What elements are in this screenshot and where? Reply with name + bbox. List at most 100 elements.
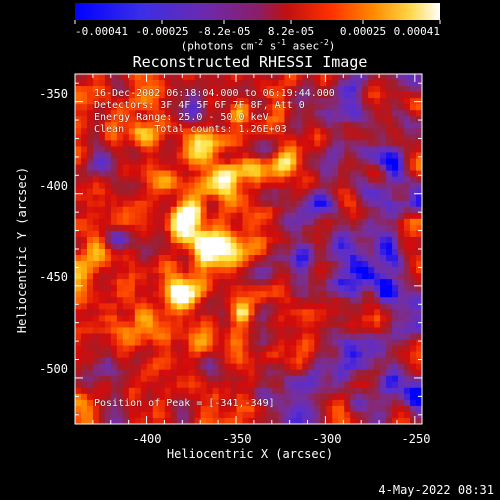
heatmap-cell bbox=[278, 128, 285, 135]
heatmap-cell bbox=[188, 176, 196, 184]
heatmap-cell bbox=[386, 267, 393, 274]
heatmap-cell bbox=[134, 212, 142, 220]
heatmap-cell bbox=[212, 236, 220, 244]
heatmap-cell bbox=[110, 200, 118, 208]
heatmap-cell bbox=[320, 230, 327, 238]
heatmap-cell bbox=[290, 134, 297, 141]
heatmap-cell bbox=[272, 134, 280, 141]
heatmap-cell bbox=[152, 405, 160, 413]
heatmap-cell bbox=[398, 134, 405, 141]
heatmap-cell bbox=[416, 194, 422, 202]
heatmap-cell bbox=[212, 152, 220, 160]
heatmap-cell bbox=[92, 291, 100, 298]
heatmap-cell bbox=[344, 303, 351, 310]
heatmap-cell bbox=[86, 351, 94, 359]
heatmap-cell bbox=[140, 242, 148, 250]
heatmap-cell bbox=[368, 273, 375, 280]
heatmap-cell bbox=[290, 309, 297, 316]
heatmap-cell bbox=[146, 140, 154, 148]
heatmap-cell bbox=[284, 206, 291, 214]
heatmap-cell bbox=[248, 74, 256, 81]
colorbar-units: (photons cm-2 s-1 asec-2) bbox=[180, 38, 336, 53]
heatmap-cell bbox=[248, 98, 256, 105]
heatmap-cell bbox=[410, 273, 417, 280]
heatmap-cell bbox=[92, 116, 100, 123]
heatmap-cell bbox=[128, 116, 136, 123]
heatmap-cell bbox=[98, 110, 106, 117]
heatmap-cell bbox=[386, 387, 393, 395]
heatmap-cell bbox=[158, 80, 166, 87]
heatmap-cell bbox=[128, 273, 136, 280]
heatmap-cell bbox=[338, 194, 345, 202]
heatmap-cell bbox=[182, 393, 190, 401]
heatmap-cell bbox=[146, 242, 154, 250]
heatmap-cell bbox=[146, 297, 154, 304]
heatmap-cell bbox=[296, 170, 303, 178]
heatmap-cell bbox=[278, 351, 285, 359]
heatmap-cell bbox=[110, 242, 118, 250]
heatmap-cell bbox=[92, 309, 100, 316]
heatmap-cell bbox=[194, 369, 202, 377]
heatmap-cell bbox=[134, 303, 142, 310]
heatmap-cell bbox=[206, 327, 214, 335]
heatmap-cell bbox=[254, 98, 262, 105]
heatmap-cell bbox=[104, 194, 112, 202]
heatmap-cell bbox=[308, 110, 315, 117]
heatmap-cell bbox=[242, 393, 250, 401]
heatmap-cell bbox=[92, 134, 100, 141]
heatmap-cell bbox=[314, 92, 321, 99]
heatmap-cell bbox=[134, 357, 142, 365]
heatmap-cell bbox=[350, 164, 357, 172]
heatmap-cell bbox=[182, 375, 190, 383]
heatmap-cell bbox=[344, 128, 351, 135]
heatmap-cell bbox=[410, 333, 417, 341]
heatmap-cell bbox=[368, 110, 375, 117]
heatmap-cell bbox=[380, 86, 387, 93]
heatmap-cell bbox=[242, 182, 250, 190]
heatmap-cell bbox=[314, 194, 321, 202]
heatmap-cell bbox=[92, 405, 100, 413]
heatmap-cell bbox=[206, 206, 214, 214]
heatmap-cell bbox=[152, 357, 160, 365]
heatmap-cell bbox=[188, 315, 196, 323]
heatmap-cell bbox=[188, 206, 196, 214]
heatmap-cell bbox=[104, 387, 112, 395]
heatmap-cell bbox=[302, 405, 309, 413]
heatmap-cell bbox=[212, 327, 220, 335]
heatmap-cell bbox=[110, 297, 118, 304]
heatmap-cell bbox=[128, 212, 136, 220]
heatmap-cell bbox=[386, 405, 393, 413]
heatmap-cell bbox=[116, 242, 124, 250]
heatmap-cell bbox=[110, 146, 118, 154]
heatmap-cell bbox=[140, 309, 148, 316]
heatmap-cell bbox=[206, 80, 214, 87]
heatmap-cell bbox=[410, 315, 417, 323]
heatmap-cell bbox=[164, 357, 172, 365]
heatmap-cell bbox=[266, 333, 274, 341]
heatmap-cell bbox=[356, 345, 363, 353]
heatmap-cell bbox=[98, 98, 106, 105]
heatmap-cell bbox=[140, 291, 148, 298]
heatmap-cell bbox=[350, 134, 357, 141]
heatmap-cell bbox=[236, 261, 244, 268]
heatmap-cell bbox=[332, 98, 339, 105]
heatmap-cell bbox=[122, 134, 130, 141]
heatmap-cell bbox=[86, 417, 94, 424]
heatmap-cell bbox=[194, 273, 202, 280]
heatmap-cell bbox=[362, 146, 369, 154]
heatmap-cell bbox=[176, 218, 184, 226]
heatmap-cell bbox=[242, 417, 250, 424]
heatmap-cell bbox=[134, 194, 142, 202]
heatmap-cell bbox=[284, 218, 291, 226]
heatmap-cell bbox=[122, 200, 130, 208]
heatmap-cell bbox=[242, 158, 250, 166]
heatmap-cell bbox=[254, 375, 262, 383]
heatmap-cell bbox=[80, 351, 88, 359]
heatmap-cell bbox=[386, 279, 393, 286]
heatmap-cell bbox=[158, 170, 166, 178]
heatmap-cell bbox=[314, 399, 321, 407]
heatmap-cell bbox=[386, 261, 393, 268]
heatmap-cell bbox=[392, 273, 399, 280]
heatmap-cell bbox=[344, 417, 351, 424]
heatmap-cell bbox=[140, 387, 148, 395]
